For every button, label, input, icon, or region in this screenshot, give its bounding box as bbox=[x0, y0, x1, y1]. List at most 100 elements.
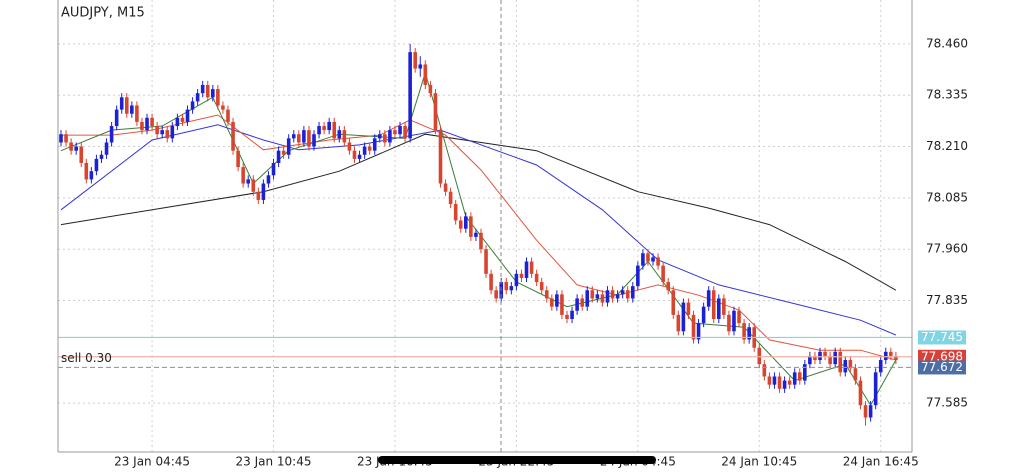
candle-body bbox=[863, 405, 868, 418]
candle-body bbox=[140, 121, 144, 131]
price-level-tag bbox=[918, 349, 966, 364]
moving-average bbox=[60, 124, 897, 336]
candle-body bbox=[797, 372, 802, 381]
candle-body bbox=[605, 290, 610, 303]
candle-body bbox=[519, 273, 524, 278]
candle-body bbox=[782, 380, 787, 389]
candle-body bbox=[646, 253, 650, 262]
candle-body bbox=[737, 310, 741, 324]
candle-body bbox=[317, 126, 321, 135]
order-label: sell 0.30 bbox=[61, 351, 112, 365]
candle-body bbox=[251, 179, 256, 192]
candle-body bbox=[489, 273, 493, 291]
candle-body bbox=[818, 351, 822, 361]
price-level-tag bbox=[918, 360, 966, 375]
y-tick-label: 77.960 bbox=[926, 242, 968, 256]
candle-body bbox=[302, 130, 306, 143]
candle-body bbox=[367, 146, 372, 151]
candle-body bbox=[337, 130, 342, 139]
candle-body bbox=[64, 134, 68, 143]
candle-body bbox=[59, 134, 63, 143]
candle-body bbox=[484, 249, 488, 274]
candle-body bbox=[469, 216, 473, 237]
candle-body bbox=[393, 130, 397, 135]
price-level-label: 77.672 bbox=[921, 360, 963, 374]
candle-body bbox=[322, 126, 326, 131]
candle-body bbox=[544, 290, 549, 299]
candle-body bbox=[625, 290, 630, 299]
candle-body bbox=[408, 52, 412, 139]
candle-body bbox=[666, 282, 670, 291]
candle-body bbox=[878, 360, 883, 373]
candle-body bbox=[342, 130, 347, 143]
candle-body bbox=[403, 126, 407, 139]
candle-body bbox=[671, 290, 676, 315]
candle-body bbox=[474, 232, 478, 237]
candle-body bbox=[813, 355, 817, 361]
candle-body bbox=[246, 179, 251, 184]
candle-body bbox=[241, 167, 245, 184]
candle-body bbox=[848, 360, 853, 369]
y-tick-label: 77.835 bbox=[926, 293, 968, 307]
home-indicator bbox=[378, 456, 656, 464]
candle-body bbox=[130, 105, 134, 114]
candle-body bbox=[231, 121, 235, 151]
candle-body bbox=[286, 138, 291, 155]
candle-body bbox=[362, 146, 367, 155]
candle-body bbox=[124, 97, 129, 114]
x-tick-label: 24 Jan 16:45 bbox=[843, 455, 919, 469]
candle-body bbox=[443, 183, 448, 192]
moving-average bbox=[61, 114, 897, 361]
candle-body bbox=[312, 134, 316, 147]
candle-body bbox=[575, 298, 579, 311]
candle-body bbox=[529, 261, 534, 274]
candle-body bbox=[883, 351, 888, 361]
candle-body bbox=[190, 101, 195, 110]
x-tick-label: 23 Jan 04:45 bbox=[114, 455, 190, 469]
candle-body bbox=[681, 302, 686, 332]
candle-body bbox=[534, 273, 539, 283]
candle-body bbox=[464, 216, 468, 229]
candle-body bbox=[767, 376, 772, 385]
candle-body bbox=[236, 150, 240, 168]
candle-body bbox=[787, 380, 792, 385]
candle-body bbox=[74, 146, 78, 151]
candle-body bbox=[276, 150, 281, 163]
candle-body bbox=[413, 52, 417, 69]
candle-body bbox=[291, 134, 296, 139]
candle-body bbox=[205, 84, 210, 98]
candle-body bbox=[119, 97, 124, 110]
candle-body bbox=[560, 294, 564, 315]
candle-body bbox=[636, 265, 640, 287]
candle-body bbox=[170, 126, 175, 139]
candle-body bbox=[555, 294, 559, 307]
candle-body bbox=[590, 290, 595, 299]
candle-body bbox=[762, 364, 767, 377]
candle-body bbox=[772, 376, 777, 385]
candle-body bbox=[185, 109, 190, 122]
candle-body bbox=[94, 158, 99, 172]
candle-body bbox=[514, 273, 519, 287]
candle-body bbox=[160, 130, 164, 135]
candle-body bbox=[610, 290, 615, 299]
candle-body bbox=[656, 257, 660, 266]
candle-body bbox=[200, 84, 205, 94]
price-level-label: 77.745 bbox=[921, 330, 963, 344]
candle-body bbox=[256, 191, 261, 200]
candle-body bbox=[104, 142, 109, 155]
candle-body bbox=[803, 364, 807, 381]
x-tick-label: 23 Jan 10:45 bbox=[236, 455, 312, 469]
candle-body bbox=[732, 310, 736, 332]
candle-body bbox=[868, 405, 873, 418]
candle-body bbox=[858, 380, 863, 406]
candle-body bbox=[524, 261, 529, 278]
candle-body bbox=[84, 162, 89, 180]
chart-title: AUDJPY, M15 bbox=[61, 6, 145, 21]
candle-body bbox=[676, 314, 681, 332]
candle-body bbox=[620, 290, 625, 295]
price-level-label: 77.698 bbox=[921, 349, 963, 363]
candle-body bbox=[433, 93, 438, 131]
candle-body bbox=[727, 314, 731, 332]
candle-body bbox=[504, 282, 509, 291]
candle-body bbox=[686, 302, 691, 315]
